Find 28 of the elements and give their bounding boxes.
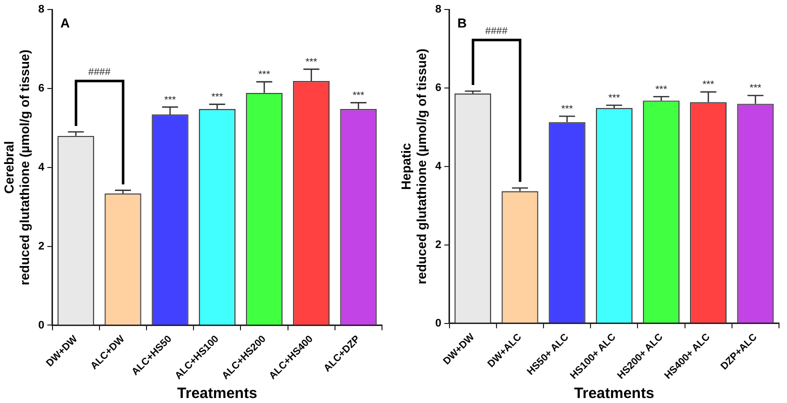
x-axis-title: Treatments — [177, 385, 258, 402]
y-tick-label: 2 — [435, 238, 442, 251]
annotation: B — [457, 16, 467, 31]
annotation: *** — [561, 104, 573, 115]
y-tick-label: 4 — [38, 161, 46, 174]
annotation: A — [60, 16, 70, 31]
y-tick-label: 6 — [38, 82, 44, 95]
annotation: #### — [87, 66, 112, 78]
x-axis-title: Treatments — [574, 385, 654, 402]
annotation: #### — [484, 26, 509, 38]
annotation: *** — [352, 90, 364, 102]
annotation: *** — [164, 94, 176, 106]
annotation: *** — [306, 56, 318, 68]
y-tick-label: 0 — [38, 319, 44, 332]
annotation: *** — [750, 83, 762, 94]
annotation: *** — [655, 84, 668, 96]
y-axis-title: Hepatic reduced glutathione (µmol/g of tissue) — [398, 48, 429, 284]
y-tick-label: 2 — [38, 240, 44, 252]
annotation: *** — [211, 92, 224, 104]
annotation: *** — [608, 93, 620, 104]
annotation: *** — [258, 70, 270, 81]
annotation: *** — [702, 80, 714, 91]
y-tick-label: 6 — [435, 82, 442, 94]
y-tick-label: 0 — [435, 317, 442, 330]
y-tick-label: 4 — [435, 160, 442, 172]
y-tick-label: 8 — [435, 4, 442, 16]
y-axis-title: Cerebral reduced glutathione (µmol/g of tissue) — [1, 50, 32, 286]
y-tick-label: 8 — [38, 4, 44, 16]
